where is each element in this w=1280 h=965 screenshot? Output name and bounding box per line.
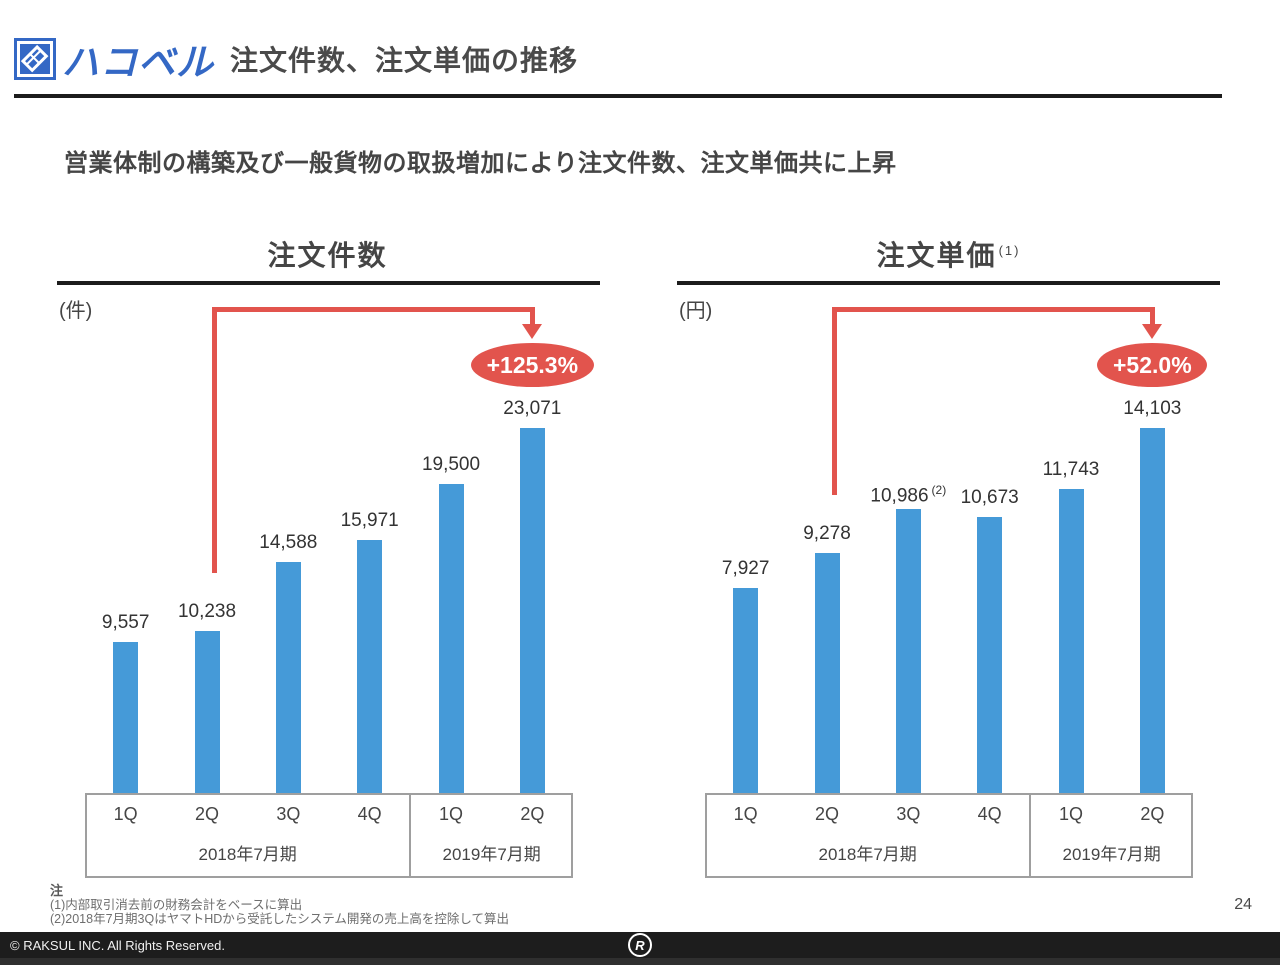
footer-strip: [0, 958, 1280, 965]
hacobell-logo-icon: [14, 38, 56, 80]
bar-value-label: 11,743: [1042, 459, 1100, 480]
bar: [275, 562, 301, 793]
quarter-label: 3Q: [896, 804, 921, 824]
bar: [733, 588, 759, 793]
slide-message: 営業体制の構築及び一般貨物の取扱増加により注文件数、注文単価共に上昇: [64, 150, 897, 177]
growth-bracket-vertical: [832, 307, 837, 495]
quarter-label: 1Q: [1058, 804, 1083, 824]
bar-value-label: 15,971: [340, 510, 399, 531]
bar: [977, 517, 1003, 793]
chart-title: 注文単価 (1): [677, 234, 1220, 274]
quarter-label: 1Q: [733, 804, 758, 824]
growth-badge: +52.0%: [1097, 343, 1208, 387]
header: ハコベル 注文件数、注文単価の推移: [14, 36, 579, 83]
bar: [113, 642, 139, 793]
page-number: 24: [1234, 896, 1252, 913]
fiscal-year-label: 2018年7月期: [818, 845, 917, 864]
growth-bracket-vertical: [212, 307, 217, 573]
bar: [1058, 489, 1084, 793]
bar: [519, 428, 545, 793]
quarter-label: 1Q: [113, 804, 138, 824]
axis-group-divider: [409, 793, 412, 878]
quarter-label: 2Q: [814, 804, 839, 824]
chart-title-footnote-ref: (1): [998, 242, 1021, 258]
quarter-label: 1Q: [438, 804, 463, 824]
chart-title-rule: [677, 281, 1220, 285]
bar-value-label: 14,588: [259, 532, 318, 553]
bar-value-label: 10,238: [177, 601, 237, 622]
quarter-label: 2Q: [194, 804, 219, 824]
footer-bar: © RAKSUL INC. All Rights Reserved. R: [0, 932, 1280, 958]
page-title: 注文件数、注文単価の推移: [230, 45, 579, 76]
bar-value-label: 10,673: [960, 487, 1019, 508]
bar-value-label: 9,278: [803, 523, 851, 544]
orders-count-chart: 注文件数 (件) 9,557 10,238 14,588 15,971 19,500 23…: [57, 232, 600, 892]
order-unit-price-chart: 注文単価 (1) (円) 7,927 9,278 10,986 (2) 10,673 11,…: [677, 232, 1220, 892]
chart-title-rule: [57, 281, 600, 285]
bar: [194, 631, 220, 793]
chart-title-text: 注文件数: [267, 240, 388, 271]
axis-unit-label: (円): [679, 300, 713, 322]
plot-area: 7,927 9,278 10,986 (2) 10,673 11,743 14,103 1Q 2…: [677, 232, 1220, 892]
quarter-label: 2Q: [520, 804, 545, 824]
copyright-text: © RAKSUL INC. All Rights Reserved.: [10, 937, 226, 953]
fiscal-year-label: 2019年7月期: [1062, 845, 1161, 864]
bar-value-label: 19,500: [421, 454, 481, 475]
chart-title-text: 注文単価: [876, 240, 997, 271]
growth-arrow-head: [1142, 324, 1163, 339]
bar-value-label: 7,927: [721, 558, 770, 579]
bar: [814, 553, 840, 793]
bar-value-label: 14,103: [1123, 398, 1182, 419]
footnote-2: (2)2018年7月期3QはヤマトHDから受託したシステム開発の売上高を控除して…: [50, 912, 510, 926]
growth-bracket-horizontal: [212, 307, 535, 312]
quarter-label: 3Q: [276, 804, 301, 824]
bar: [438, 484, 464, 793]
fiscal-year-label: 2018年7月期: [198, 845, 297, 864]
x-axis-box: [705, 793, 1193, 878]
footnotes-heading: 注: [50, 883, 64, 898]
value-footnote-ref: (2): [931, 483, 947, 497]
bar: [357, 540, 383, 793]
chart-title: 注文件数: [57, 234, 600, 274]
bar-value-label: 9,557: [101, 612, 150, 633]
growth-bracket-horizontal: [832, 307, 1155, 312]
growth-badge: +125.3%: [470, 343, 594, 387]
footnote-1: (1)内部取引消去前の財務会計をベースに算出: [50, 898, 303, 912]
x-axis-box: [85, 793, 573, 878]
bar: [895, 509, 921, 793]
bar-value-label: 23,071: [503, 398, 562, 419]
growth-arrow-head: [522, 324, 543, 339]
plot-area: 9,557 10,238 14,588 15,971 19,500 23,071 1Q 2Q 3…: [57, 232, 600, 892]
raksul-mark-icon: R: [628, 933, 652, 957]
quarter-label: 4Q: [977, 804, 1002, 824]
fiscal-year-label: 2019年7月期: [442, 845, 541, 864]
growth-arrow-stem: [529, 307, 535, 324]
bar: [1139, 428, 1165, 793]
growth-arrow-stem: [1149, 307, 1155, 324]
quarter-label: 4Q: [357, 804, 382, 824]
footnotes: 注 (1)内部取引消去前の財務会計をベースに算出 (2)2018年7月期3Qはヤ…: [50, 883, 510, 927]
bar-value-label: 10,986 (2): [870, 483, 947, 507]
logo-wordmark: ハコベル: [62, 42, 214, 83]
axis-group-divider: [1029, 793, 1032, 878]
axis-unit-label: (件): [59, 300, 93, 322]
quarter-label: 2Q: [1140, 804, 1165, 824]
header-rule: [14, 94, 1222, 98]
